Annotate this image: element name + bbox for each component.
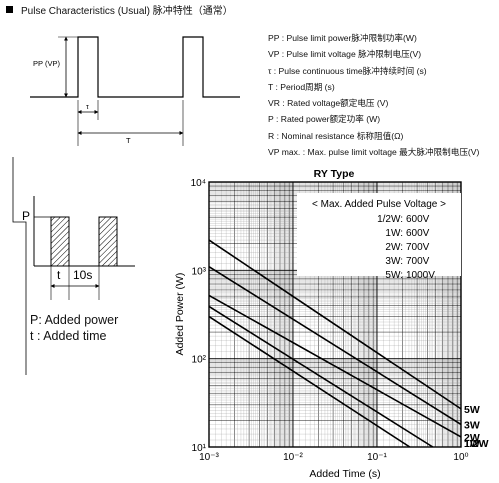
x-tick-label: 10⁻¹	[367, 452, 387, 463]
tau-label: τ	[86, 104, 89, 111]
box-row-value: 700V	[406, 242, 430, 253]
definition-item: P : Rated power额定功率 (W)	[268, 114, 381, 125]
series-label: 1/2W	[464, 438, 489, 450]
series-label: 5W	[464, 404, 480, 416]
added-power-legend: P: Added power t : Added time	[30, 312, 118, 344]
pulse-waveform	[30, 36, 240, 98]
x-tick-label: 10⁰	[453, 452, 468, 463]
series-label: 1W	[464, 438, 480, 450]
box-row-label: 3W:	[385, 256, 403, 267]
series-line	[208, 265, 462, 426]
definition-item: VP : Pulse limit voltage 脉冲限制电压(V)	[268, 49, 422, 60]
pulse-y-label: PP (VP)	[33, 59, 60, 68]
pulse-waveform-diagram: PP (VP) τ T	[30, 36, 240, 146]
pulse-voltage-box-title: < Max. Added Pulse Voltage >	[312, 199, 446, 210]
series-line	[208, 239, 462, 410]
box-row-value: 1000V	[406, 270, 435, 281]
box-row-label: 5W:	[385, 270, 403, 281]
pulse-voltage-box-bg	[297, 193, 461, 276]
heading-text: Pulse Characteristics (Usual) 脉冲特性（通常）	[21, 6, 233, 17]
pulse-voltage-box: < Max. Added Pulse Voltage > 1/2W: 600V …	[297, 193, 461, 281]
added-power-frame	[12, 157, 27, 375]
page-heading: Pulse Characteristics (Usual) 脉冲特性（通常）	[6, 2, 233, 17]
box-row-value: 600V	[406, 228, 430, 239]
power-pulse-block-1	[50, 216, 70, 267]
definition-item: T : Period周期 (s)	[268, 81, 335, 92]
definition-item: PP : Pulse limit power脉冲限制功率(W)	[268, 33, 417, 43]
definition-item: R : Nominal resistance 标称阻值(Ω)	[268, 130, 404, 141]
power-axis-label: P	[22, 209, 30, 223]
y-tick-label: 10¹	[192, 443, 207, 454]
y-tick-label: 10³	[192, 266, 207, 277]
chart-x-axis-label: Added Time (s)	[309, 468, 380, 480]
box-row-value: 700V	[406, 256, 430, 267]
definition-item: VP max. : Max. pulse limit voltage 最大脉冲限…	[268, 147, 480, 158]
chart-y-axis-label: Added Power (W)	[174, 273, 186, 356]
period-label: T	[126, 136, 131, 145]
box-row-label: 2W:	[385, 242, 403, 253]
y-tick-label: 10²	[192, 355, 207, 366]
interval-label: 10s	[73, 268, 92, 282]
box-row-label: 1/2W:	[377, 214, 403, 225]
series-line	[208, 294, 462, 438]
added-power-diagram: P t 10s	[12, 157, 135, 375]
t-label: t	[57, 268, 61, 282]
series-line	[208, 305, 434, 448]
power-pulse-block-2	[98, 216, 118, 267]
series-label: 3W	[464, 419, 480, 431]
series-label: 2W	[464, 432, 480, 444]
x-tick-label: 10⁻³	[199, 452, 219, 463]
chart-title: RY Type	[314, 168, 355, 180]
y-tick-label: 10⁴	[191, 178, 206, 189]
chart-series-group	[208, 239, 462, 448]
box-row-label: 1W:	[385, 228, 403, 239]
definition-list: PP : Pulse limit power脉冲限制功率(W) VP : Pul…	[268, 30, 479, 160]
bullet-square-icon	[6, 6, 13, 13]
box-row-value: 600V	[406, 214, 430, 225]
chart-tick-label-group: 10⁻³ 10⁻² 10⁻¹ 10⁰ 10¹ 10² 10³ 10⁴	[191, 178, 469, 463]
legend-time-text: t : Added time	[30, 329, 107, 343]
chart-plot-frame	[208, 181, 462, 448]
definition-item: τ : Pulse continuous time脉冲持续时间 (s)	[268, 65, 427, 76]
legend-power-text: P: Added power	[30, 313, 119, 327]
x-tick-label: 10⁻²	[283, 452, 303, 463]
series-line	[208, 315, 411, 448]
definition-item: VR : Rated voltage额定电压 (V)	[268, 98, 389, 109]
